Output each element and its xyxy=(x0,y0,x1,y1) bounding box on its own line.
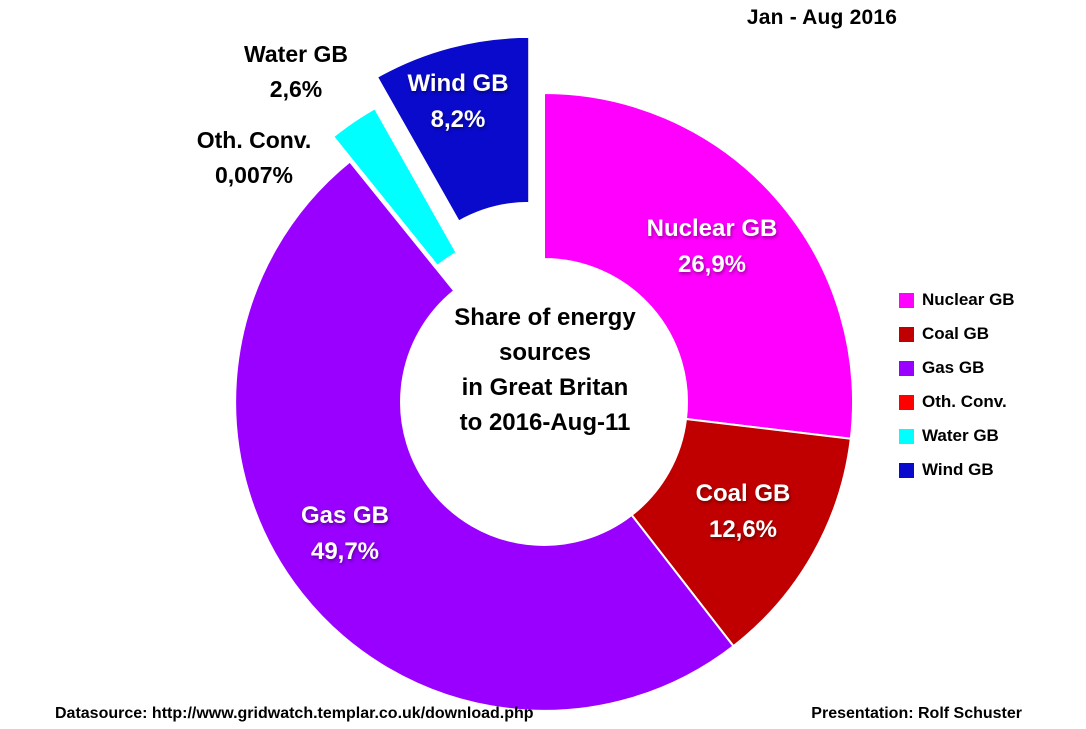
chart-center-title: Share of energy sources in Great Britan … xyxy=(385,300,705,440)
legend-label-wind-gb: Wind GB xyxy=(922,460,994,479)
label-water-gb-pct: 2,6% xyxy=(269,76,323,102)
presentation-credit-text: Presentation: Rolf Schuster xyxy=(811,705,1022,722)
legend-item-coal-gb: Coal GB xyxy=(899,324,1015,344)
center-title-line4: to 2016-Aug-11 xyxy=(459,409,631,436)
label-oth-conv: Oth. Conv. 0,007% xyxy=(197,123,312,193)
label-nuclear-gb-name: Nuclear GB xyxy=(646,215,778,242)
legend-item-oth-conv: Oth. Conv. xyxy=(899,392,1015,412)
legend-swatch-oth-conv xyxy=(899,394,914,410)
pie-slice-water-gb xyxy=(331,106,459,268)
pie-slice-coal-gb xyxy=(630,417,852,648)
legend-swatch-water-gb xyxy=(899,428,914,444)
label-wind-gb: Wind GB 8,2% xyxy=(407,66,508,138)
chart-period-title: Jan - Aug 2016 xyxy=(746,6,898,29)
legend-label-oth-conv: Oth. Conv. xyxy=(922,392,1007,411)
legend-swatch-gas-gb xyxy=(899,360,914,376)
pie-slice-nuclear-gb xyxy=(543,91,854,440)
label-water-gb-name: Water GB xyxy=(244,41,348,67)
label-water-gb: Water GB 2,6% xyxy=(244,37,348,107)
legend-label-water-gb: Water GB xyxy=(922,426,999,445)
legend-label-coal-gb: Coal GB xyxy=(922,324,990,343)
legend-swatch-wind-gb xyxy=(899,462,914,478)
pie-slice-gas-gb xyxy=(234,160,735,712)
legend-label-gas-gb: Gas GB xyxy=(922,358,985,377)
legend-item-water-gb: Water GB xyxy=(899,426,1015,446)
legend: Nuclear GB Coal GB Gas GB Oth. Conv. Wat… xyxy=(899,290,1015,480)
label-oth-conv-pct: 0,007% xyxy=(214,162,293,188)
label-coal-gb-pct: 12,6% xyxy=(708,516,778,543)
label-coal-gb: Coal GB 12,6% xyxy=(696,476,791,548)
label-coal-gb-name: Coal GB xyxy=(695,480,791,507)
legend-swatch-nuclear-gb xyxy=(899,292,914,308)
legend-label-nuclear-gb: Nuclear GB xyxy=(922,290,1015,309)
datasource-text: Datasource: http://www.gridwatch.templar… xyxy=(55,705,534,722)
center-title-line3: in Great Britan xyxy=(461,374,629,401)
center-title-line1: Share of energy xyxy=(454,304,636,331)
pie-slice-oth-conv xyxy=(329,136,437,269)
legend-item-wind-gb: Wind GB xyxy=(899,460,1015,480)
label-gas-gb-pct: 49,7% xyxy=(310,538,380,565)
label-wind-gb-name: Wind GB xyxy=(407,70,509,97)
pie-slice-wind-gb xyxy=(375,35,531,223)
legend-item-nuclear-gb: Nuclear GB xyxy=(899,290,1015,310)
center-title-line2: sources xyxy=(498,339,592,366)
legend-swatch-coal-gb xyxy=(899,326,914,342)
label-wind-gb-pct: 8,2% xyxy=(430,106,486,133)
label-oth-conv-name: Oth. Conv. xyxy=(196,127,312,153)
legend-item-gas-gb: Gas GB xyxy=(899,358,1015,378)
label-nuclear-gb-pct: 26,9% xyxy=(677,251,747,278)
label-gas-gb-name: Gas GB xyxy=(300,502,390,529)
label-gas-gb: Gas GB 49,7% xyxy=(301,498,389,570)
label-nuclear-gb: Nuclear GB 26,9% xyxy=(647,211,778,283)
